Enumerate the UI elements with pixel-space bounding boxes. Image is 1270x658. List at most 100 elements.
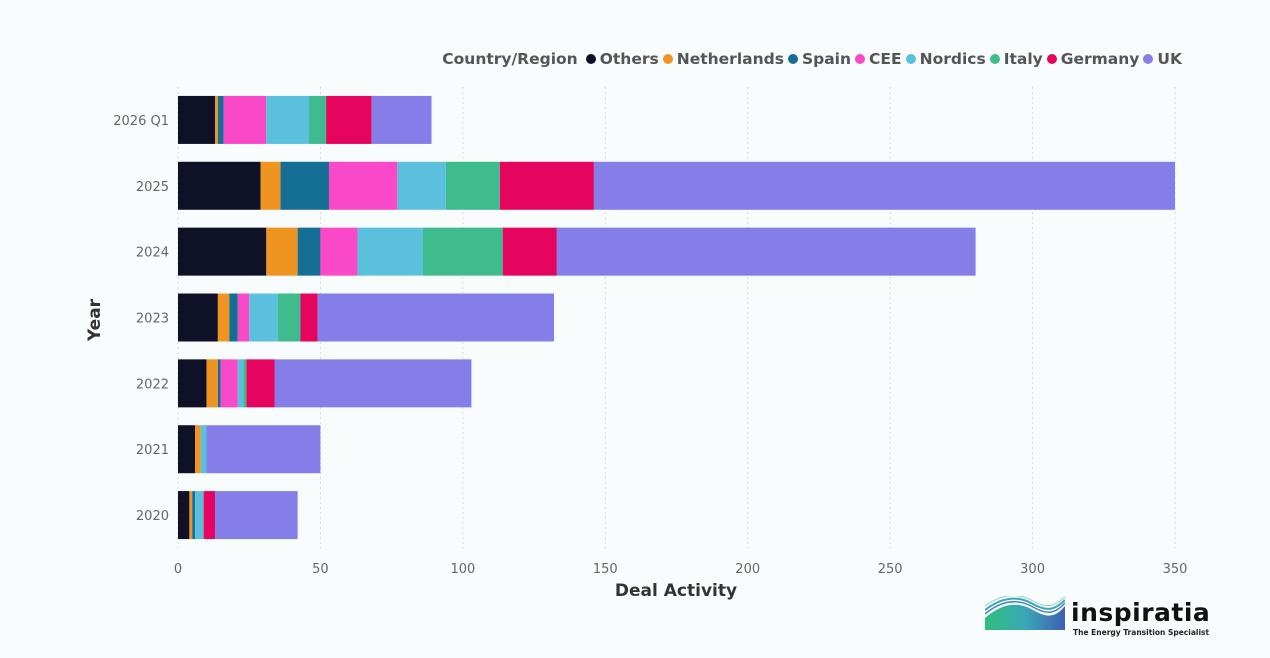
bar-segment-nordics	[195, 491, 204, 540]
legend-dot-icon	[662, 54, 673, 64]
legend-dot-icon	[1143, 54, 1154, 64]
legend-item-nordics: Nordics	[905, 50, 986, 68]
x-axis-ticks: 0 50 100 150 200 250 300 350	[174, 562, 1188, 577]
bar-segment-germany	[246, 359, 275, 408]
bar-segment-others	[178, 161, 261, 210]
bar-segment-italy	[243, 359, 247, 408]
bar-segment-germany	[203, 491, 216, 540]
bar-segment-germany	[300, 293, 318, 342]
bar-segment-cee	[220, 359, 238, 408]
x-axis-title: Deal Activity	[615, 581, 737, 601]
y-tick-label: 2026 Q1	[113, 114, 169, 129]
bar-segment-spain	[192, 491, 196, 540]
bar-segment-cee	[320, 227, 358, 276]
legend-label: Netherlands	[676, 50, 784, 68]
bar-segment-nordics	[357, 227, 423, 276]
bar-segment-uk	[317, 293, 555, 342]
legend-item-others: Others	[585, 50, 659, 68]
legend-label: Others	[599, 50, 659, 68]
inspiratia-logo: inspiratia The Energy Transition Special…	[985, 594, 1210, 644]
bars	[178, 95, 1175, 540]
bar-segment-spain	[280, 161, 329, 210]
x-tick-label: 50	[312, 562, 329, 577]
legend: Country/Region Others Netherlands Spain CEE…	[442, 50, 1182, 68]
bar-segment-others	[178, 491, 190, 540]
bar-segment-italy	[277, 293, 301, 342]
bar-segment-cee	[223, 95, 267, 144]
y-axis-ticks: 2026 Q1 2025 2024 2023 2022 2021 2020	[113, 114, 169, 524]
legend-item-uk: UK	[1143, 50, 1182, 68]
bar-segment-spain	[217, 359, 221, 408]
bar-segment-uk	[215, 491, 298, 540]
bar-segment-spain	[217, 95, 224, 144]
y-tick-label: 2020	[136, 509, 169, 524]
x-tick-label: 150	[593, 562, 618, 577]
legend-label: CEE	[869, 50, 902, 68]
bar-segment-italy	[445, 161, 500, 210]
bar-segment-netherlands	[217, 293, 230, 342]
bar-segment-italy	[422, 227, 503, 276]
legend-item-netherlands: Netherlands	[662, 50, 784, 68]
bar-segment-cee	[328, 161, 398, 210]
x-tick-label: 0	[174, 562, 182, 577]
bar-segment-spain	[297, 227, 321, 276]
y-tick-label: 2022	[136, 377, 169, 392]
bar-segment-nordics	[266, 95, 310, 144]
bar-segment-netherlands	[189, 491, 193, 540]
bar-segment-nordics	[397, 161, 446, 210]
logo-tagline: The Energy Transition Specialist	[1073, 628, 1210, 637]
x-tick-label: 250	[878, 562, 903, 577]
bar-segment-netherlands	[195, 425, 201, 474]
x-tick-label: 200	[735, 562, 760, 577]
legend-label: Spain	[801, 50, 852, 68]
bar-segment-uk	[556, 227, 976, 276]
bar-segment-spain	[229, 293, 238, 342]
legend-label: Germany	[1060, 50, 1140, 68]
legend-item-italy: Italy	[989, 50, 1043, 68]
y-axis-title: Year	[85, 298, 105, 342]
bar-segment-germany	[499, 161, 594, 210]
legend-label: UK	[1157, 50, 1182, 68]
legend-item-germany: Germany	[1046, 50, 1140, 68]
legend-label: Nordics	[919, 50, 986, 68]
bar-segment-italy	[309, 95, 327, 144]
legend-dot-icon	[855, 54, 866, 64]
legend-item-spain: Spain	[787, 50, 852, 68]
y-tick-label: 2024	[136, 246, 169, 261]
bar-segment-others	[178, 227, 267, 276]
bar-segment-netherlands	[260, 161, 281, 210]
y-tick-label: 2021	[136, 443, 169, 458]
bar-segment-cee	[237, 293, 250, 342]
bar-segment-uk	[593, 161, 1175, 210]
legend-dot-icon	[787, 54, 798, 64]
x-tick-label: 100	[450, 562, 475, 577]
bar-segment-uk	[274, 359, 472, 408]
legend-item-cee: CEE	[855, 50, 902, 68]
bar-segment-nordics	[237, 359, 244, 408]
legend-items: Others Netherlands Spain CEE Nordics Italy Ger…	[585, 50, 1182, 68]
logo-wordmark: inspiratia	[1071, 598, 1211, 627]
bar-segment-netherlands	[266, 227, 298, 276]
bar-segment-others	[178, 293, 218, 342]
x-tick-label: 300	[1020, 562, 1045, 577]
legend-label: Italy	[1003, 50, 1043, 68]
legend-title: Country/Region	[442, 50, 578, 68]
bar-segment-netherlands	[215, 95, 218, 144]
bar-segment-others	[178, 359, 207, 408]
bar-segment-germany	[326, 95, 372, 144]
legend-dot-icon	[905, 54, 916, 64]
bar-segment-netherlands	[206, 359, 218, 408]
bar-segment-nordics	[200, 425, 207, 474]
bar-segment-uk	[371, 95, 432, 144]
legend-dot-icon	[1046, 54, 1057, 64]
bar-segment-uk	[206, 425, 321, 474]
legend-dot-icon	[989, 54, 1000, 64]
wave-logo-icon	[985, 596, 1065, 630]
bar-segment-nordics	[249, 293, 278, 342]
bar-segment-others	[178, 425, 196, 474]
y-tick-label: 2023	[136, 312, 169, 327]
bar-segment-germany	[502, 227, 557, 276]
legend-dot-icon	[585, 54, 596, 64]
x-tick-label: 350	[1163, 562, 1188, 577]
